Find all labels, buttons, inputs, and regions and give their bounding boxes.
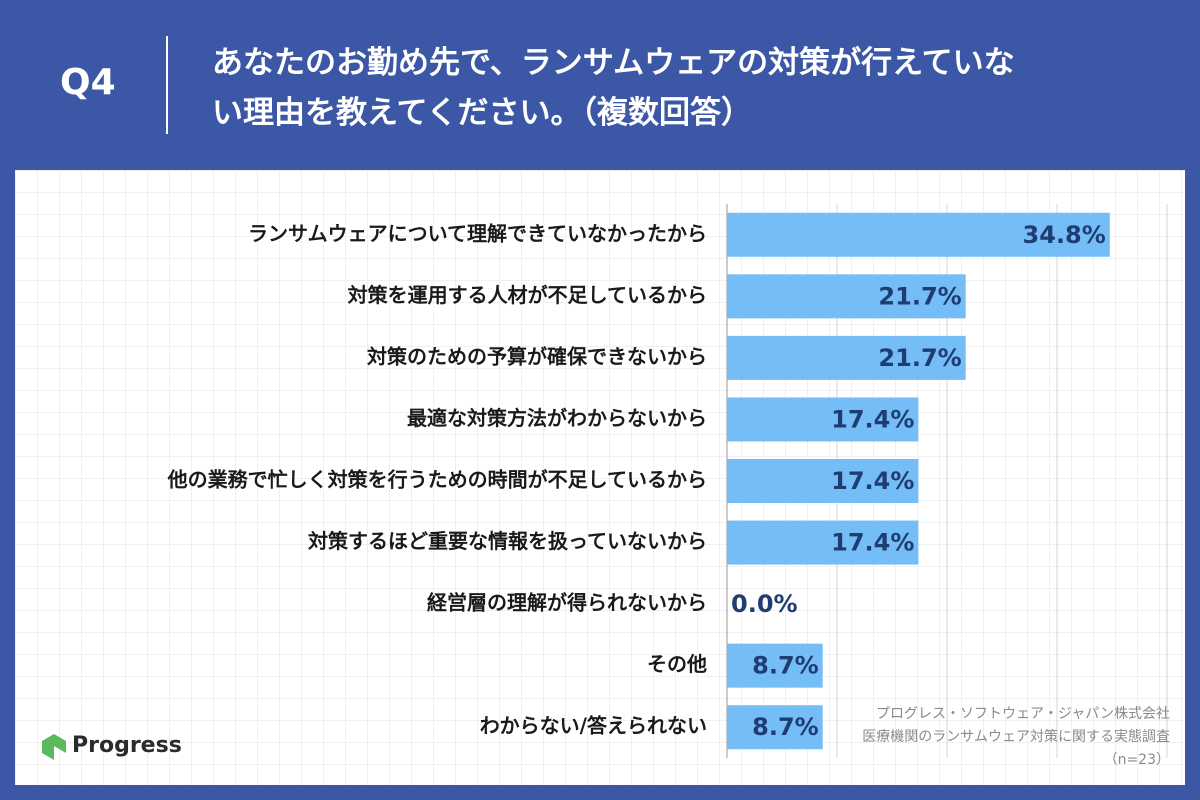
category-label: ランサムウェアについて理解できていなかったから xyxy=(248,221,707,245)
value-label: 8.7% xyxy=(752,713,819,741)
category-label: 経営層の理解が得られないから xyxy=(427,591,707,615)
value-label: 17.4% xyxy=(831,405,914,433)
bar xyxy=(727,274,966,319)
logo-text: Progress xyxy=(72,733,182,758)
question-number: Q4 xyxy=(60,62,116,103)
source-note: （n=23） xyxy=(1104,752,1170,768)
bar xyxy=(727,705,823,750)
bar xyxy=(727,212,1110,257)
value-label: 21.7% xyxy=(878,282,961,310)
value-label: 34.8% xyxy=(1023,221,1106,249)
bar xyxy=(727,397,919,442)
bar xyxy=(727,520,919,565)
category-label: わからない/答えられない xyxy=(480,714,707,738)
value-label: 8.7% xyxy=(752,652,819,680)
value-label: 17.4% xyxy=(831,467,914,495)
separator xyxy=(166,36,168,134)
title-line: あなたのお勤め先で、ランサムウェアの対策が行えていな xyxy=(212,45,1015,81)
source-note: プログレス・ソフトウェア・ジャパン株式会社 xyxy=(876,706,1170,722)
logo-icon xyxy=(42,734,66,760)
value-label: 21.7% xyxy=(878,344,961,372)
category-label: 他の業務で忙しく対策を行うための時間が不足しているから xyxy=(167,468,707,492)
bar xyxy=(727,335,966,380)
panel xyxy=(15,170,1185,785)
category-label: 最適な対策方法がわからないから xyxy=(407,406,707,430)
bar xyxy=(727,643,823,688)
question-title: あなたのお勤め先で、ランサムウェアの対策が行えていな い理由を教えてください。（… xyxy=(212,38,1015,138)
title-line: い理由を教えてください。（複数回答） xyxy=(212,95,753,131)
source-note: 医療機関のランサムウェア対策に関する実態調査 xyxy=(862,728,1170,745)
category-label: 対策するほど重要な情報を扱っていないから xyxy=(307,529,707,553)
bar xyxy=(727,459,919,503)
category-label: その他 xyxy=(647,652,707,676)
category-label: 対策のための予算が確保できないから xyxy=(366,344,707,368)
category-label: 対策を運用する人材が不足しているから xyxy=(347,283,707,307)
value-label: 17.4% xyxy=(831,529,914,557)
value-label: 0.0% xyxy=(731,590,798,618)
